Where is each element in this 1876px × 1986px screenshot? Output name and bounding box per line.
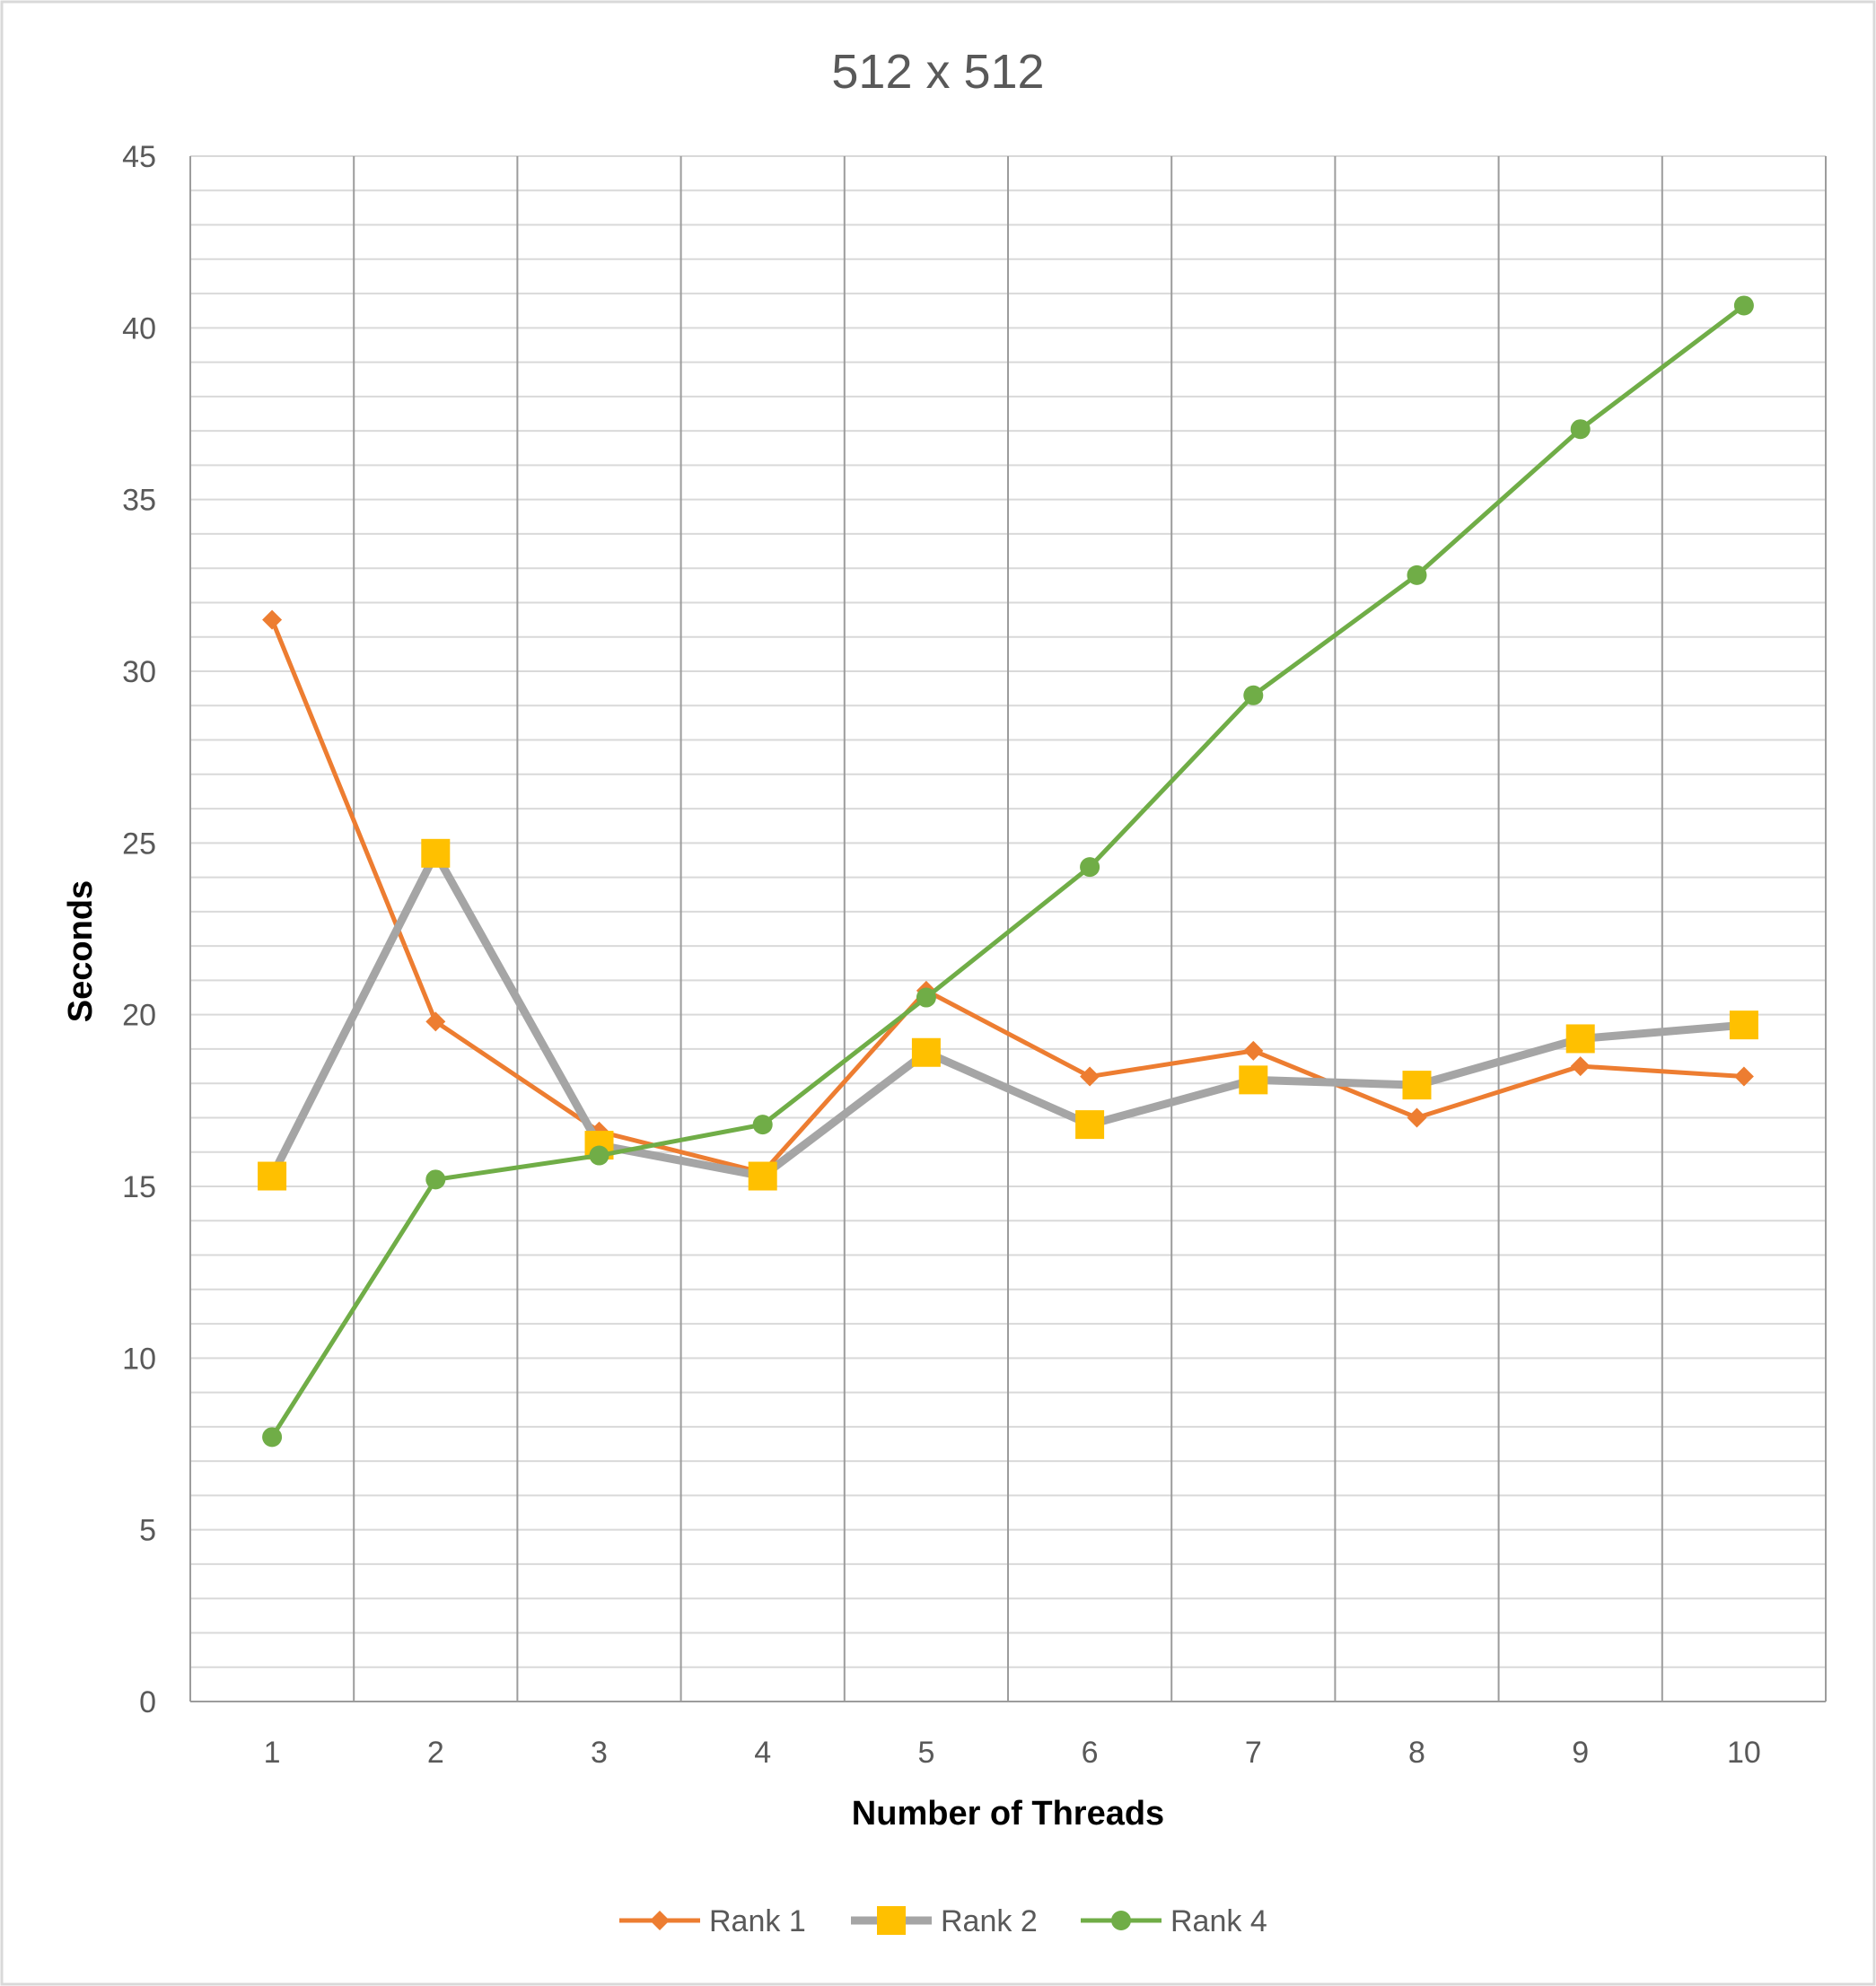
legend-marker (1111, 1911, 1131, 1930)
data-point (421, 838, 451, 868)
y-tick-label: 20 (122, 999, 156, 1033)
series-3 (262, 295, 1754, 1448)
y-tick-label: 30 (122, 655, 156, 689)
y-axis-title: Seconds (62, 880, 100, 1022)
series (258, 295, 1758, 1448)
data-point (916, 987, 936, 1008)
y-axis-tick-labels: 0 5 10 15 20 25 30 35 40 45 (122, 140, 156, 1719)
x-axis-tick-labels: 1 2 3 4 5 6 7 8 9 10 (264, 1736, 1761, 1770)
data-point (1239, 1065, 1268, 1095)
y-tick-label: 5 (139, 1514, 156, 1548)
data-point (911, 1037, 941, 1067)
data-point (1729, 1010, 1758, 1040)
series-line (269, 618, 1745, 1176)
legend: Rank 1 Rank 2 Rank 4 (619, 1904, 1267, 1938)
data-point (1570, 1056, 1591, 1077)
data-point (752, 1115, 773, 1135)
data-point (1407, 564, 1427, 585)
x-tick-label: 6 (1082, 1736, 1099, 1770)
data-point (425, 1011, 446, 1032)
x-tick-label: 4 (754, 1736, 771, 1770)
legend-item: Rank 1 (619, 1904, 806, 1938)
data-point (262, 1427, 283, 1448)
data-point (1243, 1040, 1264, 1061)
data-point (748, 1161, 777, 1191)
x-tick-label: 7 (1245, 1736, 1262, 1770)
data-point (258, 1161, 287, 1191)
y-tick-label: 10 (122, 1342, 156, 1376)
data-point (1565, 1024, 1595, 1054)
data-point (1733, 1066, 1754, 1087)
data-point (1402, 1071, 1432, 1100)
chart-title: 512 x 512 (831, 45, 1044, 99)
x-tick-label: 8 (1408, 1736, 1425, 1770)
legend-marker (650, 1911, 670, 1930)
x-tick-label: 9 (1572, 1736, 1589, 1770)
data-point (1243, 685, 1264, 705)
y-tick-label: 15 (122, 1170, 156, 1204)
data-point (1733, 295, 1754, 316)
grid (189, 155, 1827, 1702)
data-point (589, 1145, 609, 1166)
legend-marker (877, 1906, 906, 1935)
legend-label: Rank 1 (709, 1904, 806, 1938)
data-point (1080, 1066, 1100, 1087)
legend-item: Rank 2 (851, 1904, 1038, 1938)
y-tick-label: 0 (139, 1685, 156, 1719)
x-tick-label: 2 (427, 1736, 444, 1770)
series-2 (258, 838, 1758, 1191)
data-point (1075, 1110, 1105, 1140)
x-tick-label: 5 (917, 1736, 934, 1770)
data-point (1407, 1107, 1427, 1128)
y-tick-label: 40 (122, 311, 156, 346)
data-point (425, 1169, 446, 1190)
legend-label: Rank 2 (941, 1904, 1038, 1938)
legend-item: Rank 4 (1081, 1904, 1267, 1938)
data-point (262, 609, 283, 630)
x-tick-label: 1 (264, 1736, 281, 1770)
y-tick-label: 45 (122, 140, 156, 174)
series-line (268, 849, 1745, 1181)
x-tick-label: 10 (1727, 1736, 1761, 1770)
data-point (1080, 857, 1100, 878)
y-tick-label: 25 (122, 827, 156, 861)
x-tick-label: 3 (591, 1736, 608, 1770)
data-point (1570, 419, 1591, 440)
series-line (269, 303, 1746, 1439)
legend-label: Rank 4 (1170, 1904, 1267, 1938)
x-axis-title: Number of Threads (852, 1795, 1164, 1833)
y-tick-label: 35 (122, 484, 156, 518)
